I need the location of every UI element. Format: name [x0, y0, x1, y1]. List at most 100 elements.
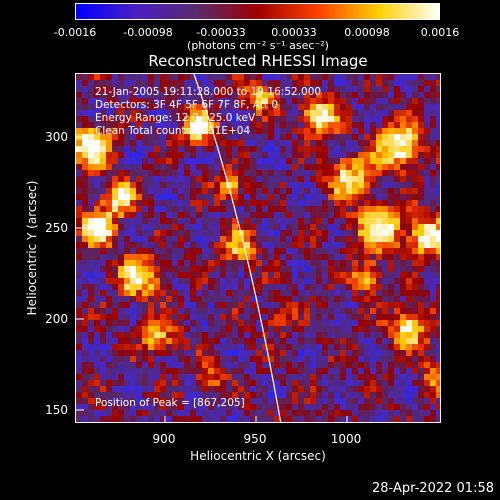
heatmap-cell — [334, 248, 340, 254]
heatmap-cell — [340, 326, 346, 332]
heatmap-cell — [322, 122, 328, 128]
heatmap-cell — [148, 332, 154, 338]
heatmap-cell — [298, 212, 304, 218]
heatmap-cell — [250, 368, 256, 374]
heatmap-cell — [436, 296, 440, 302]
heatmap-cell — [424, 92, 430, 98]
heatmap-cell — [136, 362, 142, 368]
heatmap-cell — [400, 272, 406, 278]
heatmap-cell — [232, 362, 238, 368]
heatmap-cell — [124, 308, 130, 314]
heatmap-cell — [268, 176, 274, 182]
heatmap-cell — [88, 248, 94, 254]
heatmap-cell — [412, 380, 418, 386]
heatmap-cell — [232, 212, 238, 218]
heatmap-cell — [316, 122, 322, 128]
heatmap-cell — [322, 320, 328, 326]
heatmap-cell — [334, 122, 340, 128]
heatmap-cell — [202, 302, 208, 308]
heatmap-cell — [82, 122, 88, 128]
heatmap-cell — [106, 338, 112, 344]
heatmap-cell — [280, 176, 286, 182]
heatmap-cell — [94, 404, 100, 410]
heatmap-cell — [382, 356, 388, 362]
heatmap-cell — [370, 206, 376, 212]
heatmap-cell — [172, 362, 178, 368]
heatmap-cell — [304, 254, 310, 260]
heatmap-cell — [382, 266, 388, 272]
heatmap-cell — [166, 266, 172, 272]
heatmap-cell — [88, 332, 94, 338]
heatmap-cell — [178, 104, 184, 110]
heatmap-cell — [280, 284, 286, 290]
heatmap-cell — [292, 332, 298, 338]
heatmap-cell — [358, 410, 364, 416]
heatmap-cell — [322, 344, 328, 350]
heatmap-cell — [334, 116, 340, 122]
heatmap-cell — [274, 248, 280, 254]
heatmap-cell — [142, 200, 148, 206]
heatmap-cell — [406, 398, 412, 404]
heatmap-cell — [340, 278, 346, 284]
heatmap-cell — [346, 398, 352, 404]
heatmap-cell — [340, 218, 346, 224]
heatmap-cell — [184, 212, 190, 218]
heatmap-cell — [286, 302, 292, 308]
heatmap-cell — [244, 392, 250, 398]
heatmap-cell — [382, 92, 388, 98]
heatmap-cell — [430, 140, 436, 146]
heatmap-cell — [112, 374, 118, 380]
heatmap-cell — [250, 134, 256, 140]
heatmap-cell — [88, 236, 94, 242]
heatmap-cell — [76, 332, 82, 338]
heatmap-cell — [334, 134, 340, 140]
heatmap-cell — [112, 338, 118, 344]
annotation-energy: Energy Range: 12.0 - 25.0 keV — [95, 112, 256, 124]
heatmap-cell — [172, 392, 178, 398]
heatmap-cell — [136, 224, 142, 230]
heatmap-cell — [166, 416, 172, 422]
heatmap-cell — [226, 104, 232, 110]
heatmap-cell — [214, 212, 220, 218]
heatmap-cell — [382, 404, 388, 410]
heatmap-cell — [214, 266, 220, 272]
heatmap-cell — [112, 416, 118, 422]
heatmap-cell — [82, 344, 88, 350]
heatmap-cell — [358, 212, 364, 218]
heatmap-cell — [316, 80, 322, 86]
heatmap-cell — [250, 170, 256, 176]
heatmap-cell — [214, 260, 220, 266]
heatmap-cell — [190, 98, 196, 104]
heatmap-cell — [142, 140, 148, 146]
heatmap-cell — [304, 326, 310, 332]
heatmap-cell — [334, 170, 340, 176]
heatmap-cell — [364, 242, 370, 248]
heatmap-cell — [76, 212, 82, 218]
heatmap-cell — [196, 386, 202, 392]
heatmap-cell — [214, 164, 220, 170]
heatmap-cell — [268, 278, 274, 284]
heatmap-cell — [208, 188, 214, 194]
heatmap-cell — [310, 302, 316, 308]
heatmap-cell — [124, 224, 130, 230]
heatmap-cell — [88, 128, 94, 134]
heatmap-cell — [160, 140, 166, 146]
heatmap-cell — [136, 242, 142, 248]
heatmap-cell — [394, 422, 400, 423]
heatmap-cell — [358, 146, 364, 152]
heatmap-cell — [376, 302, 382, 308]
heatmap-cell — [346, 344, 352, 350]
heatmap-cell — [172, 374, 178, 380]
heatmap-cell — [172, 338, 178, 344]
heatmap-cell — [256, 272, 262, 278]
heatmap-cell — [286, 392, 292, 398]
heatmap-cell — [208, 308, 214, 314]
heatmap-cell — [298, 188, 304, 194]
heatmap-cell — [280, 158, 286, 164]
heatmap-cell — [232, 422, 238, 423]
heatmap-cell — [130, 320, 136, 326]
heatmap-cell — [88, 206, 94, 212]
heatmap-cell — [112, 182, 118, 188]
heatmap-cell — [418, 290, 424, 296]
heatmap-cell — [352, 86, 358, 92]
